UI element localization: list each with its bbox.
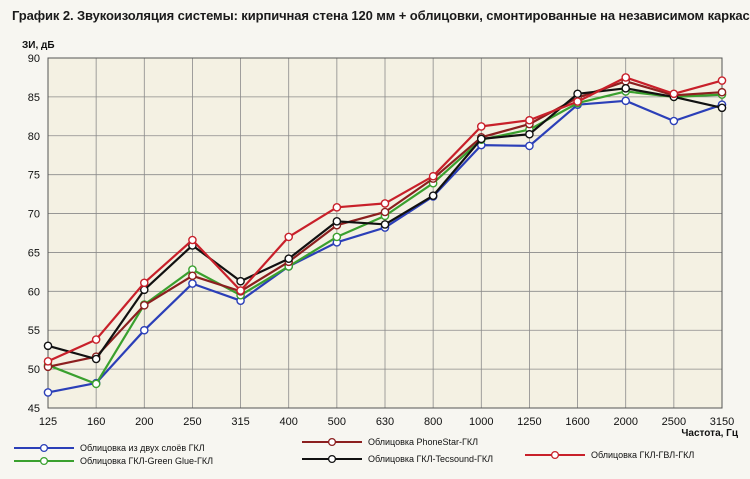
legend-item: Облицовка ГКЛ-Green Glue-ГКЛ (14, 456, 213, 466)
data-point (284, 254, 294, 263)
x-tick-label: 400 (280, 416, 298, 428)
legend: Облицовка из двух слоёв ГКЛ Облицовка ГКЛ… (14, 437, 694, 466)
x-tick-label: 2000 (613, 416, 637, 428)
x-tick-label: 1250 (517, 416, 541, 428)
x-tick-label: 125 (39, 416, 57, 428)
data-point (380, 207, 390, 217)
data-point (621, 96, 631, 106)
x-tick-label: 3150 (710, 416, 734, 428)
data-point (236, 276, 245, 286)
data-point (139, 325, 149, 335)
data-point (476, 134, 486, 144)
legend-marker (550, 450, 560, 460)
x-tick-label: 1600 (565, 416, 589, 428)
chart-title: График 2. Звукоизоляция системы: кирпичн… (12, 8, 750, 23)
legend-marker (39, 456, 49, 466)
data-point (139, 278, 149, 288)
legend-label: Облицовка ГКЛ-Tecsound-ГКЛ (368, 454, 493, 464)
data-point (43, 357, 53, 366)
legend-label: Облицовка PhoneStar-ГКЛ (368, 437, 478, 447)
legend-label: Облицовка ГКЛ-ГВЛ-ГКЛ (591, 450, 694, 460)
y-axis-label: ЗИ, дБ (22, 40, 55, 51)
legend-marker (327, 437, 337, 447)
data-point (525, 115, 534, 125)
data-point (91, 379, 101, 389)
data-point (621, 73, 631, 82)
x-tick-label: 500 (328, 416, 346, 428)
data-point (428, 171, 438, 181)
data-point (91, 335, 101, 344)
legend-label: Облицовка ГКЛ-Green Glue-ГКЛ (80, 456, 213, 466)
data-point (43, 341, 53, 351)
y-tick-label: 60 (28, 286, 40, 298)
data-point (573, 89, 582, 99)
data-point (717, 87, 727, 97)
data-point (91, 354, 101, 364)
legend-marker (39, 443, 49, 453)
ticks-layer: 45 50 55 60 65 70 75 80 85 90 125 160 200 250 315 400 50… (28, 53, 734, 428)
data-point (43, 388, 53, 397)
data-point (332, 217, 342, 226)
data-point (717, 76, 727, 85)
data-point (380, 199, 390, 208)
data-point (380, 220, 390, 229)
data-point (284, 232, 294, 242)
grid-layer (47, 57, 723, 409)
data-point (188, 279, 197, 288)
legend-item: Облицовка ГКЛ-ГВЛ-ГКЛ (525, 450, 694, 460)
axes-layer (47, 57, 723, 409)
data-point (669, 116, 679, 126)
legend-marker (327, 454, 337, 464)
y-tick-label: 70 (28, 209, 40, 221)
x-tick-label: 250 (183, 416, 201, 428)
x-tick-label: 315 (231, 416, 249, 428)
plot-frame (47, 57, 723, 409)
data-point (717, 103, 727, 113)
x-axis-label: Частота, Гц (681, 428, 738, 439)
data-point (332, 203, 342, 212)
data-point (476, 122, 486, 131)
legend-item: Облицовка из двух слоёв ГКЛ (14, 443, 205, 453)
data-point (188, 235, 197, 245)
x-tick-label: 200 (135, 416, 153, 428)
data-point (573, 97, 582, 106)
data-point (236, 286, 245, 295)
x-tick-label: 800 (424, 416, 442, 428)
x-tick-label: 2500 (662, 416, 686, 428)
data-point (332, 232, 342, 242)
y-tick-label: 90 (28, 53, 40, 65)
x-tick-label: 160 (87, 416, 105, 428)
series-5 (43, 73, 727, 366)
y-tick-label: 75 (28, 170, 40, 182)
data-point (525, 141, 534, 151)
series-4 (43, 84, 727, 364)
data-point (621, 84, 631, 93)
data-point (669, 89, 679, 99)
data-point (525, 129, 534, 139)
x-tick-label: 1000 (469, 416, 493, 428)
x-tick-label: 630 (376, 416, 394, 428)
legend-item: Облицовка PhoneStar-ГКЛ (302, 437, 478, 447)
y-tick-label: 80 (28, 131, 40, 143)
y-tick-label: 55 (28, 325, 40, 337)
y-tick-label: 50 (28, 364, 40, 376)
y-tick-label: 85 (28, 92, 40, 104)
legend-label: Облицовка из двух слоёв ГКЛ (80, 443, 205, 453)
data-point (428, 191, 438, 200)
data-point (188, 271, 197, 281)
data-point (139, 301, 149, 310)
y-tick-label: 65 (28, 247, 40, 259)
y-tick-label: 45 (28, 403, 40, 415)
series-layer (43, 73, 727, 397)
legend-item: Облицовка ГКЛ-Tecsound-ГКЛ (302, 454, 493, 464)
